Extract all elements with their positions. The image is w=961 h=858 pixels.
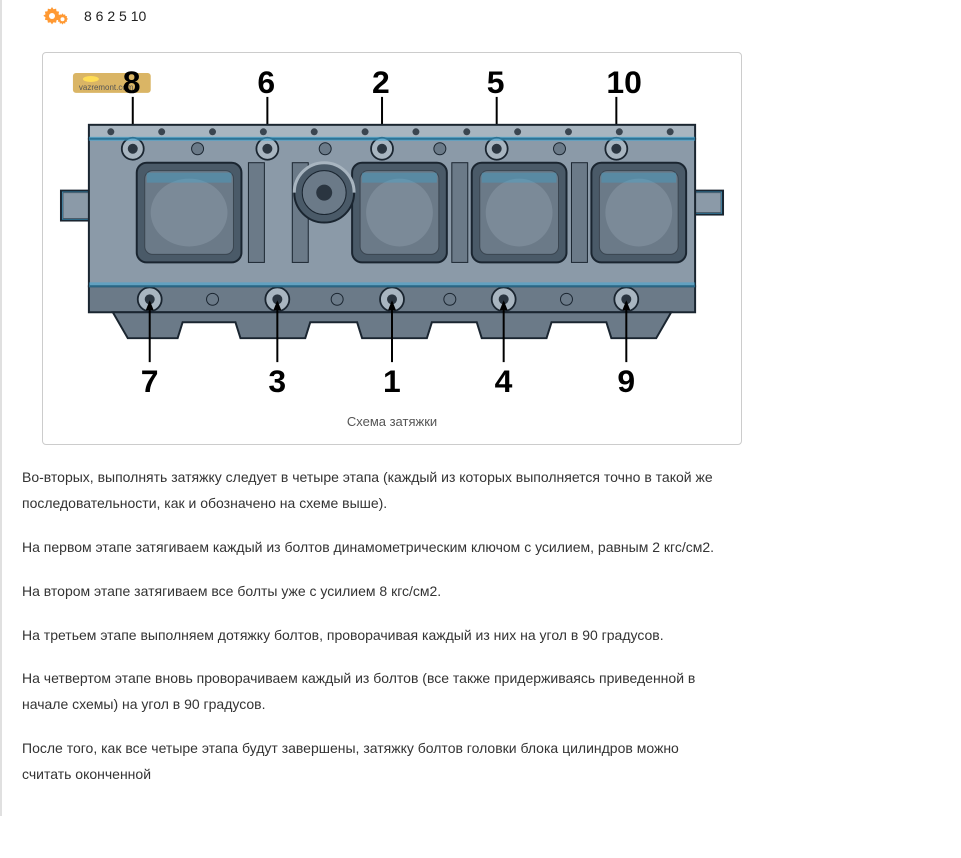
top-line: 8 6 2 5 10 [12,5,931,27]
svg-text:4: 4 [495,363,513,399]
diagram-container: vazremont.com 862510 [42,52,742,445]
svg-text:8: 8 [123,64,141,100]
paragraph: На третьем этапе выполняем дотяжку болто… [22,623,722,649]
svg-text:10: 10 [606,64,641,100]
diagram-caption: Схема затяжки [53,402,731,434]
paragraph: После того, как все четыре этапа будут з… [22,736,722,788]
svg-text:7: 7 [141,363,159,399]
svg-text:9: 9 [617,363,635,399]
svg-text:2: 2 [372,64,390,100]
svg-text:3: 3 [268,363,286,399]
torque-diagram: vazremont.com 862510 [53,63,731,402]
paragraph: На втором этапе затягиваем все болты уже… [22,579,722,605]
top-numbers: 8 6 2 5 10 [84,8,146,24]
paragraph: На четвертом этапе вновь проворачиваем к… [22,666,722,718]
svg-text:5: 5 [487,64,505,100]
svg-text:6: 6 [257,64,275,100]
article-content: Во-вторых, выполнять затяжку следует в ч… [12,465,931,788]
gear-icon [42,5,72,27]
paragraph: Во-вторых, выполнять затяжку следует в ч… [22,465,722,517]
paragraph: На первом этапе затягиваем каждый из бол… [22,535,722,561]
svg-text:1: 1 [383,363,401,399]
